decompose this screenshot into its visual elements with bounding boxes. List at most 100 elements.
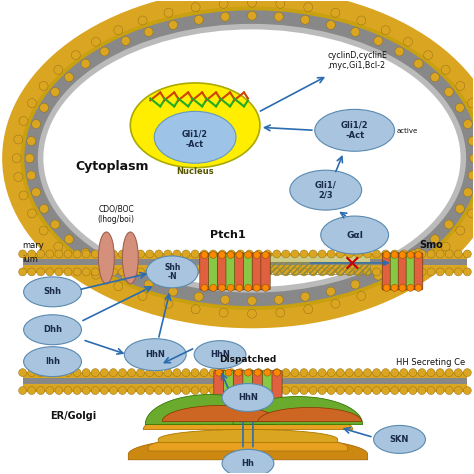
Circle shape — [121, 271, 130, 280]
Circle shape — [91, 250, 99, 258]
Text: Nucleus: Nucleus — [176, 167, 214, 176]
Circle shape — [414, 59, 423, 68]
Circle shape — [273, 387, 281, 394]
Circle shape — [382, 250, 390, 258]
Ellipse shape — [24, 277, 82, 307]
Circle shape — [64, 387, 72, 394]
Text: Gli1/
2/3: Gli1/ 2/3 — [315, 181, 337, 200]
Circle shape — [355, 250, 363, 258]
Circle shape — [383, 284, 390, 292]
Ellipse shape — [154, 111, 236, 163]
FancyBboxPatch shape — [253, 371, 263, 408]
FancyBboxPatch shape — [406, 253, 415, 290]
Circle shape — [39, 204, 48, 213]
Circle shape — [27, 99, 36, 108]
Circle shape — [382, 268, 390, 276]
Circle shape — [100, 387, 108, 394]
Circle shape — [246, 369, 254, 376]
Circle shape — [144, 27, 153, 36]
Circle shape — [282, 387, 290, 394]
Circle shape — [219, 284, 226, 292]
Polygon shape — [148, 436, 347, 451]
Circle shape — [326, 287, 335, 296]
FancyBboxPatch shape — [244, 253, 253, 290]
Circle shape — [273, 369, 281, 376]
Polygon shape — [158, 429, 337, 442]
Circle shape — [137, 369, 145, 376]
Bar — [270, 256, 370, 262]
Circle shape — [27, 209, 36, 218]
Circle shape — [282, 250, 290, 258]
Circle shape — [355, 268, 363, 276]
Polygon shape — [162, 406, 278, 421]
Circle shape — [191, 387, 199, 394]
Circle shape — [73, 268, 81, 276]
Circle shape — [407, 284, 414, 292]
Circle shape — [436, 250, 444, 258]
Circle shape — [445, 250, 453, 258]
Circle shape — [430, 73, 439, 82]
Circle shape — [427, 369, 435, 376]
Circle shape — [72, 257, 80, 266]
Circle shape — [300, 387, 308, 394]
Circle shape — [445, 369, 453, 376]
FancyBboxPatch shape — [214, 371, 224, 408]
Text: ER/Golgi: ER/Golgi — [51, 411, 97, 421]
FancyBboxPatch shape — [233, 371, 243, 408]
Circle shape — [400, 250, 408, 258]
Circle shape — [463, 369, 471, 376]
Circle shape — [27, 387, 36, 394]
Circle shape — [336, 250, 344, 258]
Polygon shape — [128, 437, 368, 460]
Circle shape — [64, 250, 72, 258]
Circle shape — [351, 27, 360, 36]
Circle shape — [201, 284, 208, 292]
Circle shape — [25, 154, 34, 163]
Circle shape — [219, 387, 226, 394]
Bar — [23, 259, 467, 267]
Text: ium: ium — [23, 255, 38, 264]
Circle shape — [146, 387, 154, 394]
Bar — [23, 372, 467, 380]
Text: active: active — [397, 128, 418, 134]
Circle shape — [399, 284, 406, 292]
Circle shape — [209, 387, 217, 394]
Circle shape — [441, 242, 450, 251]
Circle shape — [427, 268, 435, 276]
Circle shape — [209, 250, 217, 258]
Circle shape — [273, 369, 281, 376]
Circle shape — [463, 268, 471, 276]
Circle shape — [164, 369, 172, 376]
Circle shape — [309, 250, 317, 258]
Circle shape — [395, 47, 404, 56]
Circle shape — [331, 299, 340, 308]
Circle shape — [274, 12, 283, 21]
Circle shape — [253, 252, 260, 258]
Circle shape — [436, 268, 444, 276]
Circle shape — [200, 387, 208, 394]
Circle shape — [225, 402, 232, 409]
Circle shape — [391, 387, 399, 394]
Circle shape — [346, 369, 353, 376]
Circle shape — [456, 226, 465, 235]
Ellipse shape — [24, 315, 82, 345]
Bar — [23, 253, 467, 261]
Text: CDO/BOC
(Ihog/boi): CDO/BOC (Ihog/boi) — [98, 205, 135, 224]
Bar — [23, 378, 467, 385]
Circle shape — [364, 369, 372, 376]
Circle shape — [346, 268, 353, 276]
Circle shape — [355, 369, 363, 376]
FancyBboxPatch shape — [226, 253, 235, 290]
Circle shape — [137, 387, 145, 394]
Circle shape — [54, 65, 63, 74]
Circle shape — [54, 242, 63, 251]
Circle shape — [264, 369, 272, 376]
Circle shape — [164, 299, 173, 308]
Circle shape — [300, 250, 308, 258]
Circle shape — [454, 268, 462, 276]
Circle shape — [12, 154, 21, 163]
Circle shape — [39, 226, 48, 235]
Text: mary: mary — [23, 241, 45, 250]
Ellipse shape — [99, 232, 114, 284]
Circle shape — [309, 369, 317, 376]
